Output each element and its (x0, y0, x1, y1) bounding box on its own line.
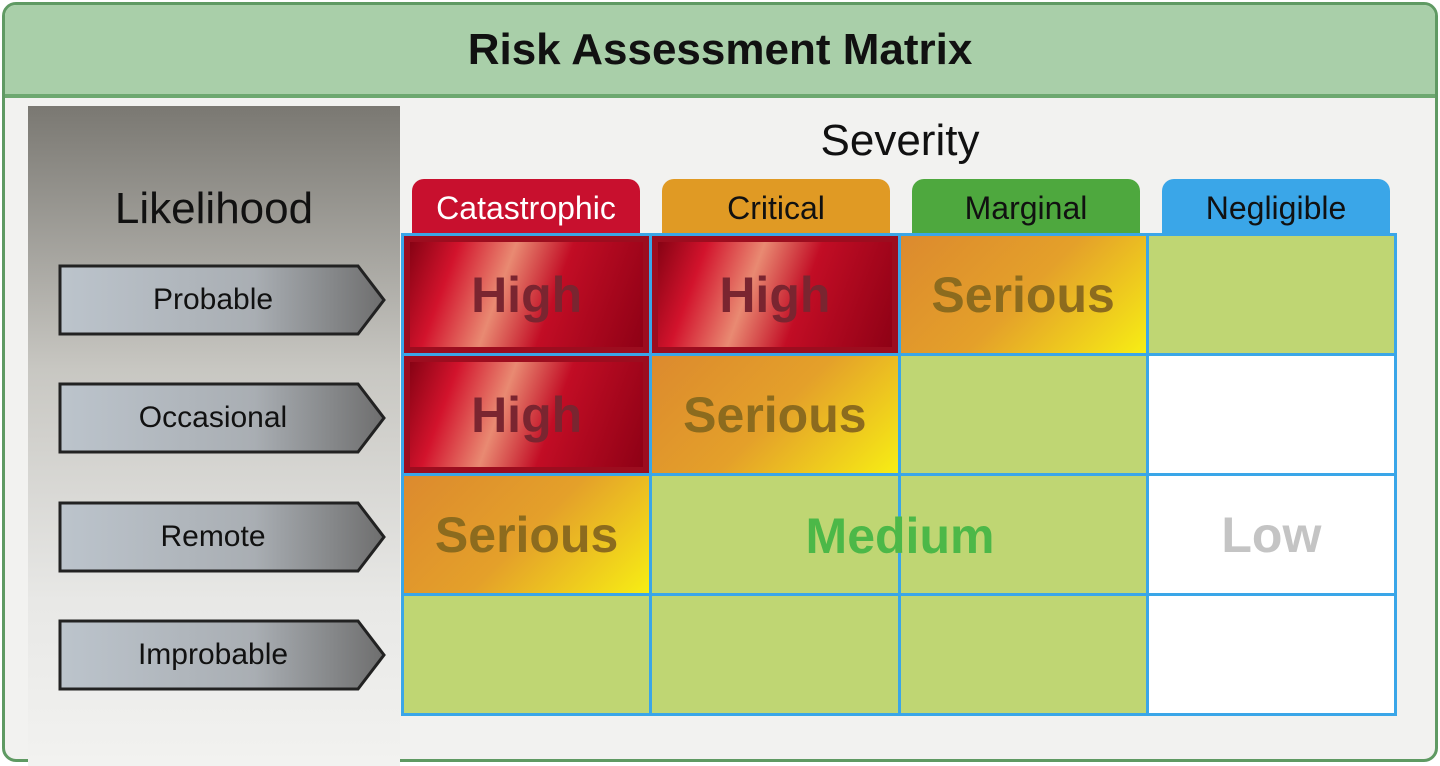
matrix-cell: High (404, 236, 650, 353)
risk-grid: High High Serious High Serious Serious Low (401, 233, 1397, 716)
arrow-shape (58, 382, 386, 454)
arrow-shape (58, 619, 386, 691)
likelihood-level-label: Occasional (138, 401, 288, 434)
likelihood-level-label: Remote (160, 520, 266, 553)
severity-label: Severity (820, 116, 980, 165)
likelihood-level-probable: Probable (58, 264, 386, 336)
severity-tab-negligible: Negligible (1162, 179, 1390, 235)
matrix-cell: High (404, 356, 650, 473)
likelihood-level-occasional: Occasional (58, 382, 386, 454)
matrix-cell (652, 476, 898, 593)
matrix-cell (1148, 236, 1394, 353)
severity-tab-critical: Critical (662, 179, 890, 235)
matrix-cell (900, 476, 1146, 593)
matrix-cell: Low (1148, 476, 1394, 593)
matrix-cell (900, 596, 1146, 713)
severity-tab-marginal: Marginal (912, 179, 1140, 235)
matrix-cell: Serious (404, 476, 650, 593)
likelihood-level-label: Probable (152, 283, 274, 316)
page-title: Risk Assessment Matrix (467, 24, 973, 74)
matrix-cell: Serious (652, 356, 898, 473)
matrix-cell (404, 596, 650, 713)
matrix-cell (1148, 596, 1394, 713)
header: Risk Assessment Matrix (5, 5, 1435, 98)
arrow-shape (58, 501, 386, 573)
matrix-cell (900, 356, 1146, 473)
likelihood-level-label: Improbable (137, 638, 289, 671)
matrix-cell: High (652, 236, 898, 353)
likelihood-label: Likelihood (114, 184, 314, 233)
matrix-cell (1148, 356, 1394, 473)
arrow-shape (58, 264, 386, 336)
medium-label: Medium (805, 508, 995, 564)
likelihood-level-remote: Remote (58, 501, 386, 573)
matrix-cell: Serious (900, 236, 1146, 353)
likelihood-level-improbable: Improbable (58, 619, 386, 691)
severity-tab-catastrophic: Catastrophic (412, 179, 640, 235)
matrix-cell (652, 596, 898, 713)
